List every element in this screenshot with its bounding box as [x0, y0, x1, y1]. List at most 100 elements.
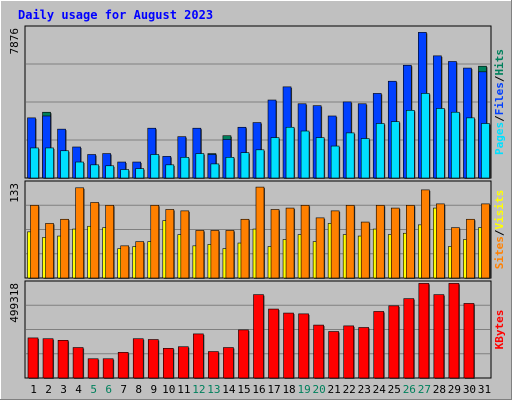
x-tick-label-day-30: 30	[463, 383, 476, 396]
right-label-separator: /	[493, 75, 506, 82]
x-tick-label-day-1: 1	[30, 383, 37, 396]
bar-kbytes-day-13	[208, 351, 220, 379]
bar-pages-day-6-body	[105, 165, 114, 179]
bar-sites-day-7	[120, 245, 130, 279]
bar-kbytes-day-1-body	[27, 337, 39, 379]
x-tick-label-day-4: 4	[75, 383, 82, 396]
bar-pages-day-20	[315, 137, 326, 179]
bar-sites-day-30	[466, 218, 476, 279]
bar-pages-day-10-body	[165, 164, 175, 179]
right-label-separator: /	[493, 229, 506, 236]
bar-pages-day-11	[180, 157, 190, 179]
bar-sites-day-16-body	[255, 186, 265, 279]
bar-sites-day-24	[375, 204, 386, 279]
bar-sites-day-10	[165, 209, 175, 279]
bar-kbytes-day-30	[463, 303, 475, 379]
bar-kbytes-day-4	[72, 347, 85, 379]
x-tick-label-day-22: 22	[343, 383, 356, 396]
bar-sites-day-29	[451, 227, 461, 279]
bar-pages-day-18	[285, 126, 296, 179]
bar-kbytes-day-10-body	[162, 348, 174, 379]
bar-pages-day-4	[75, 161, 85, 179]
bar-sites-day-18-body	[285, 207, 295, 279]
bar-pages-day-27-body	[421, 93, 430, 179]
bar-kbytes-day-15-body	[238, 329, 249, 379]
bar-pages-day-16	[255, 149, 265, 179]
x-tick-label-day-7: 7	[120, 383, 127, 396]
bar-sites-day-20	[315, 217, 326, 279]
bar-kbytes-day-17	[268, 308, 280, 379]
bar-pages-day-19	[300, 130, 311, 179]
bar-pages-day-21-body	[330, 145, 340, 179]
bar-kbytes-day-3	[57, 340, 70, 379]
bar-kbytes-day-18	[283, 312, 295, 379]
bar-sites-day-2	[45, 223, 55, 279]
bar-sites-day-3-body	[60, 218, 69, 279]
bar-sites-day-28-body	[436, 203, 445, 279]
bar-kbytes-day-28	[433, 294, 445, 379]
x-tick-label-day-31: 31	[478, 383, 491, 396]
bar-pages-day-24-body	[375, 123, 385, 179]
bar-kbytes-day-21	[328, 331, 340, 379]
bar-sites-day-9-body	[150, 204, 160, 279]
bar-kbytes-day-26	[403, 298, 415, 379]
x-tick-label-day-6: 6	[105, 383, 112, 396]
bar-pages-day-5-body	[90, 164, 99, 179]
x-tick-label-day-9: 9	[150, 383, 157, 396]
bar-pages-day-7-body	[120, 169, 129, 179]
bar-kbytes-day-2	[42, 338, 55, 379]
bar-pages-day-9	[150, 154, 160, 179]
legend-visits: Visits	[493, 190, 506, 230]
legend-kbytes: KBytes	[493, 310, 506, 350]
bar-kbytes-day-1	[27, 337, 39, 379]
legend-files: Files	[493, 82, 506, 115]
right-label-kbytes: KBytes	[493, 310, 506, 350]
bar-sites-day-15-body	[240, 218, 250, 279]
bar-pages-day-3	[60, 150, 70, 179]
x-tick-label-day-13: 13	[207, 383, 220, 396]
bar-sites-day-30-body	[466, 218, 475, 279]
bar-sites-day-12-body	[195, 230, 205, 279]
bar-sites-day-14	[225, 230, 235, 279]
bar-sites-day-11-body	[180, 210, 190, 279]
bar-sites-day-16	[255, 186, 265, 279]
bar-pages-day-11-body	[180, 157, 190, 179]
bar-sites-day-3	[60, 218, 70, 279]
bar-kbytes-day-25	[388, 305, 400, 379]
bar-sites-day-22	[345, 204, 356, 279]
bar-pages-day-12-body	[195, 153, 205, 179]
bar-sites-day-4-body	[75, 187, 84, 279]
axis-max-label-kbytes: 499318	[8, 283, 21, 323]
bar-kbytes-day-14-body	[223, 347, 234, 379]
x-tick-label-day-5: 5	[90, 383, 97, 396]
bar-kbytes-day-20-body	[313, 324, 324, 379]
bar-pages-day-1-body	[30, 147, 39, 179]
bar-sites-day-18	[285, 207, 296, 279]
bar-kbytes-day-20	[313, 324, 325, 379]
bar-kbytes-day-2-body	[42, 338, 54, 379]
right-label-separator: /	[493, 115, 506, 122]
x-tick-label-day-16: 16	[252, 383, 265, 396]
x-tick-label-day-18: 18	[282, 383, 295, 396]
bar-kbytes-day-19	[298, 313, 310, 379]
bar-pages-day-21	[330, 145, 341, 179]
chart-panels: 7876Pages/Files/Hits133Sites/Visits49931…	[8, 25, 506, 379]
bar-kbytes-day-12	[193, 333, 205, 379]
x-tick-label-day-27: 27	[418, 383, 431, 396]
bar-kbytes-day-18-body	[283, 312, 294, 379]
x-tick-label-day-3: 3	[60, 383, 67, 396]
bar-kbytes-day-23-body	[358, 327, 370, 379]
x-tick-label-day-14: 14	[222, 383, 236, 396]
bar-pages-day-8	[135, 168, 145, 179]
bar-pages-day-14-body	[225, 157, 235, 179]
legend-pages: Pages	[493, 122, 506, 155]
bar-kbytes-day-8	[132, 338, 145, 379]
bar-sites-day-20-body	[315, 217, 325, 279]
bar-pages-day-13-body	[210, 163, 220, 179]
bar-pages-day-17	[270, 137, 281, 179]
bar-pages-day-26	[406, 110, 416, 179]
bar-sites-day-7-body	[120, 245, 129, 279]
bar-sites-day-5	[90, 202, 100, 279]
bar-sites-day-1	[30, 204, 40, 279]
